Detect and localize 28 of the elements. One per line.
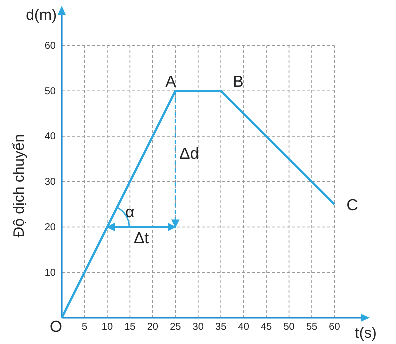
y-tick-label: 40 <box>44 132 56 143</box>
annotation: A <box>166 74 177 92</box>
annotation: B <box>233 74 244 92</box>
annotation: Δd <box>180 146 200 164</box>
x-tick-label: 5 <box>82 322 88 334</box>
x-tick-label: 60 <box>329 322 341 334</box>
x-tick-label: 55 <box>306 322 318 334</box>
x-tick-label: 30 <box>192 322 204 334</box>
x-tick-label: 50 <box>284 322 296 334</box>
annotation: α <box>125 204 135 222</box>
annotation: Δt <box>134 230 150 248</box>
x-tick-label: 25 <box>170 322 182 334</box>
y-tick-label: 20 <box>44 222 56 234</box>
x-tick-label: 40 <box>238 322 250 334</box>
x-tick-label: 45 <box>260 322 273 334</box>
y-tick-label: 60 <box>44 40 56 52</box>
x-tick-label: 10 <box>102 322 114 334</box>
x-axis-title: t(s) <box>355 325 377 342</box>
y-tick-label: 50 <box>44 86 56 98</box>
y-tick-label: 30 <box>44 177 56 188</box>
x-tick-label: 15 <box>124 322 136 334</box>
y-axis-title: d(m) <box>26 7 58 24</box>
y-tick-label: 10 <box>44 268 56 279</box>
annotation: O <box>50 319 62 336</box>
y2-axis-title: Độ dịch chuyển <box>11 134 28 238</box>
x-tick-label: 20 <box>147 322 159 334</box>
x-tick-label: 35 <box>216 322 228 334</box>
annotation: C <box>346 198 358 215</box>
